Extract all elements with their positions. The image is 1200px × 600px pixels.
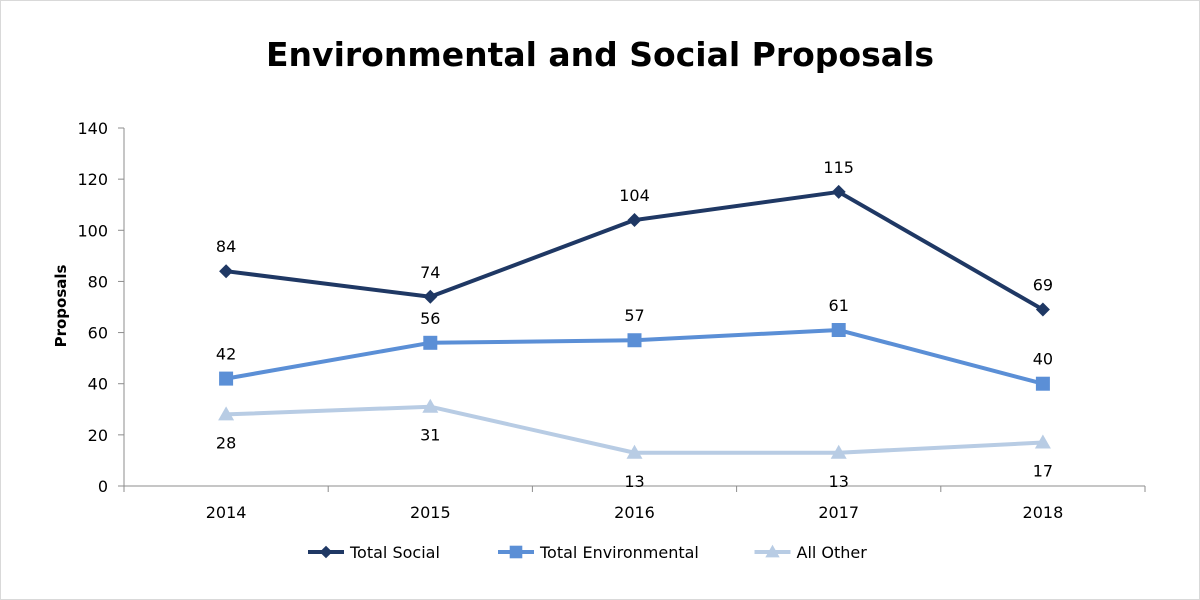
y-tick-label: 120	[77, 170, 108, 189]
data-point	[1034, 434, 1051, 449]
legend: Total Social Total Environmental All Other	[308, 543, 867, 562]
legend-marker	[765, 544, 780, 558]
series-total-social: 84 74 104 115 69	[216, 158, 1053, 317]
data-point	[1035, 376, 1050, 391]
series-layer: 84 74 104 115 69 42 56 57 61 40 28 31 13 13 17	[216, 158, 1053, 491]
data-point	[831, 184, 846, 199]
data-point	[423, 289, 438, 304]
legend-item-total-environmental: Total Environmental	[498, 543, 699, 562]
y-tick-label: 80	[88, 272, 108, 291]
x-tick-label: 2016	[614, 503, 655, 522]
data-label: 115	[823, 158, 854, 177]
y-tick-label: 20	[88, 426, 108, 445]
axes: 0 20 40 60 80 100 120 140 2014 2015 2016 2017 2018	[77, 119, 1146, 522]
data-point	[627, 333, 642, 348]
legend-marker	[319, 545, 333, 559]
data-label: 56	[420, 309, 440, 328]
legend-label: Total Social	[349, 543, 440, 562]
data-label: 57	[624, 306, 644, 325]
legend-marker	[509, 545, 523, 559]
data-label: 28	[216, 433, 236, 452]
data-label: 104	[619, 186, 650, 205]
x-tick-label: 2017	[818, 503, 859, 522]
series-all-other: 28 31 13 13 17	[216, 398, 1053, 491]
x-tick-label: 2014	[206, 503, 247, 522]
y-tick-label: 0	[98, 477, 108, 496]
chart-title: Environmental and Social Proposals	[266, 35, 934, 74]
x-tick-label: 2015	[410, 503, 451, 522]
series-line	[225, 189, 1044, 312]
series-total-environmental: 42 56 57 61 40	[216, 296, 1053, 391]
legend-item-total-social: Total Social	[308, 543, 440, 562]
x-tick-label: 2018	[1023, 503, 1064, 522]
data-point	[219, 264, 234, 279]
data-point	[218, 406, 235, 421]
data-label: 69	[1033, 276, 1053, 295]
data-label: 13	[624, 472, 644, 491]
data-label: 74	[420, 263, 440, 282]
data-label: 13	[829, 472, 849, 491]
y-tick-label: 40	[88, 375, 108, 394]
data-point	[219, 371, 234, 386]
data-point	[627, 213, 642, 228]
y-tick-label: 140	[77, 119, 108, 138]
data-point	[626, 444, 643, 459]
y-axis-label: Proposals	[52, 264, 70, 347]
data-label: 40	[1033, 350, 1053, 369]
y-tick-label: 60	[88, 324, 108, 343]
y-tick-label: 100	[77, 221, 108, 240]
legend-label: Total Environmental	[539, 543, 699, 562]
data-label: 42	[216, 345, 236, 364]
data-label: 17	[1033, 462, 1053, 481]
data-label: 84	[216, 237, 236, 256]
legend-item-all-other: All Other	[754, 543, 868, 562]
data-point	[1035, 302, 1050, 317]
data-point	[423, 335, 438, 350]
data-point	[830, 444, 847, 459]
data-point	[831, 323, 846, 338]
data-label: 31	[420, 426, 440, 445]
legend-label: All Other	[797, 543, 868, 562]
data-label: 61	[829, 296, 849, 315]
data-point	[422, 398, 439, 413]
